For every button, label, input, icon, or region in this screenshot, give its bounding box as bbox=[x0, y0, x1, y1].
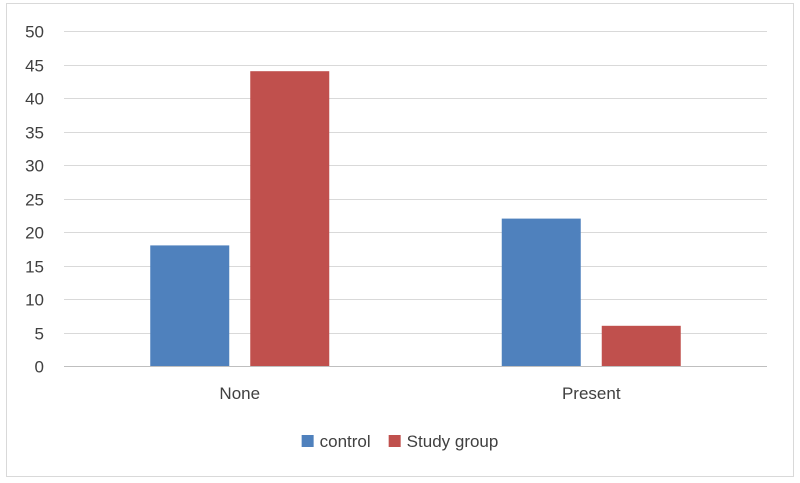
y-tick-label: 0 bbox=[35, 358, 44, 377]
y-tick-label: 5 bbox=[35, 325, 44, 344]
y-tick-label: 50 bbox=[25, 23, 44, 42]
y-tick-label: 35 bbox=[25, 124, 44, 143]
y-tick-label: 20 bbox=[25, 224, 44, 243]
bar-study-group-present bbox=[601, 325, 681, 366]
y-tick-label: 30 bbox=[25, 157, 44, 176]
bar-control-none bbox=[150, 245, 230, 366]
legend-label: Study group bbox=[407, 432, 499, 451]
bar-study-group-none bbox=[250, 71, 330, 366]
y-tick-label: 40 bbox=[25, 90, 44, 109]
chart-frame bbox=[6, 3, 794, 477]
bar-control-present bbox=[501, 218, 581, 366]
x-category-label: Present bbox=[562, 384, 621, 403]
legend-label: control bbox=[320, 432, 371, 451]
y-tick-label: 45 bbox=[25, 57, 44, 76]
legend-swatch-study-group bbox=[388, 435, 401, 447]
bars bbox=[150, 71, 681, 366]
y-tick-label: 25 bbox=[25, 191, 44, 210]
y-axis-ticks: 0 5 10 15 20 25 30 35 40 45 50 bbox=[25, 23, 44, 377]
legend: control Study group bbox=[301, 432, 499, 451]
y-tick-label: 10 bbox=[25, 291, 44, 310]
legend-swatch-control bbox=[301, 435, 314, 447]
x-axis: None Present bbox=[219, 384, 620, 403]
y-tick-label: 15 bbox=[25, 258, 44, 277]
x-category-label: None bbox=[219, 384, 260, 403]
